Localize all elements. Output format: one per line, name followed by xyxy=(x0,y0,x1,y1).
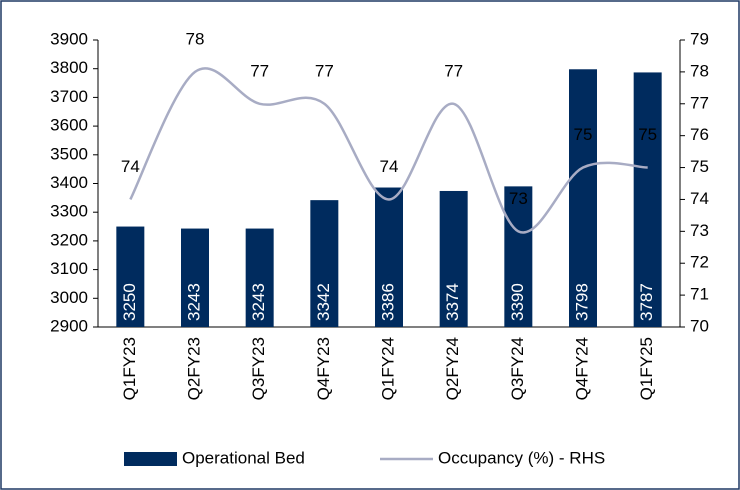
line-value-label: 77 xyxy=(250,61,269,80)
y-tick-label: 3800 xyxy=(50,58,88,77)
bar xyxy=(375,187,403,327)
x-tick-label: Q4FY23 xyxy=(314,337,333,400)
y2-tick-label: 74 xyxy=(690,189,709,208)
bar xyxy=(633,72,662,327)
line-value-label: 78 xyxy=(186,29,205,48)
y-tick-label: 2900 xyxy=(50,316,88,335)
line-value-label: 74 xyxy=(121,157,140,176)
line-value-label: 77 xyxy=(444,61,463,80)
x-tick-label: Q1FY25 xyxy=(637,337,656,400)
y2-tick-label: 73 xyxy=(690,221,709,240)
x-tick-label: Q1FY23 xyxy=(120,337,139,400)
y2-tick-label: 71 xyxy=(690,285,709,304)
bar xyxy=(181,228,209,327)
bar-value-label: 3798 xyxy=(572,283,591,321)
y2-tick-label: 79 xyxy=(690,29,709,48)
bar-value-label: 3386 xyxy=(378,283,397,321)
bar xyxy=(310,200,339,327)
y2-tick-label: 76 xyxy=(690,125,709,144)
bar-value-label: 3342 xyxy=(314,283,333,321)
x-tick-label: Q3FY24 xyxy=(508,337,527,400)
x-tick-label: Q2FY23 xyxy=(184,337,203,400)
y-tick-label: 3900 xyxy=(50,29,88,48)
bar xyxy=(569,69,597,328)
x-tick-label: Q2FY24 xyxy=(443,337,462,400)
line xyxy=(129,67,648,234)
x-tick-label: Q1FY24 xyxy=(378,337,397,400)
y-tick-label: 3400 xyxy=(50,173,88,192)
bar xyxy=(504,186,533,327)
bar-value-label: 3374 xyxy=(443,283,462,321)
y2-tick-label: 77 xyxy=(690,93,709,112)
y2-tick-label: 78 xyxy=(690,61,709,80)
y2-tick-label: 72 xyxy=(690,253,709,272)
line-value-label: 77 xyxy=(315,61,334,80)
y-tick-label: 3000 xyxy=(50,288,88,307)
x-tick-label: Q4FY24 xyxy=(572,337,591,400)
y-tick-label: 3500 xyxy=(50,144,88,163)
y2-tick-label: 75 xyxy=(690,157,709,176)
y-tick-label: 3600 xyxy=(50,116,88,135)
line-value-label: 73 xyxy=(509,189,528,208)
y-tick-label: 3700 xyxy=(50,87,88,106)
bar-value-label: 3250 xyxy=(120,283,139,321)
bar-value-label: 3787 xyxy=(637,283,656,321)
legend-swatch xyxy=(124,452,177,466)
bar-value-label: 3243 xyxy=(184,283,203,321)
x-tick-label: Q3FY23 xyxy=(249,337,268,400)
line-value-label: 74 xyxy=(380,157,399,176)
bar-value-label: 3390 xyxy=(508,283,527,321)
bar xyxy=(245,228,274,327)
y-tick-label: 3200 xyxy=(50,230,88,249)
line-value-label: 75 xyxy=(638,125,657,144)
line-value-label: 75 xyxy=(574,125,593,144)
legend-label: Occupancy (%) - RHS xyxy=(438,448,605,467)
y-tick-label: 3300 xyxy=(50,202,88,221)
bar xyxy=(116,226,145,327)
y-tick-label: 3100 xyxy=(50,259,88,278)
bar-value-label: 3243 xyxy=(249,283,268,321)
y2-tick-label: 70 xyxy=(690,316,709,335)
legend-label: Operational Bed xyxy=(182,448,305,467)
bar xyxy=(439,190,468,327)
